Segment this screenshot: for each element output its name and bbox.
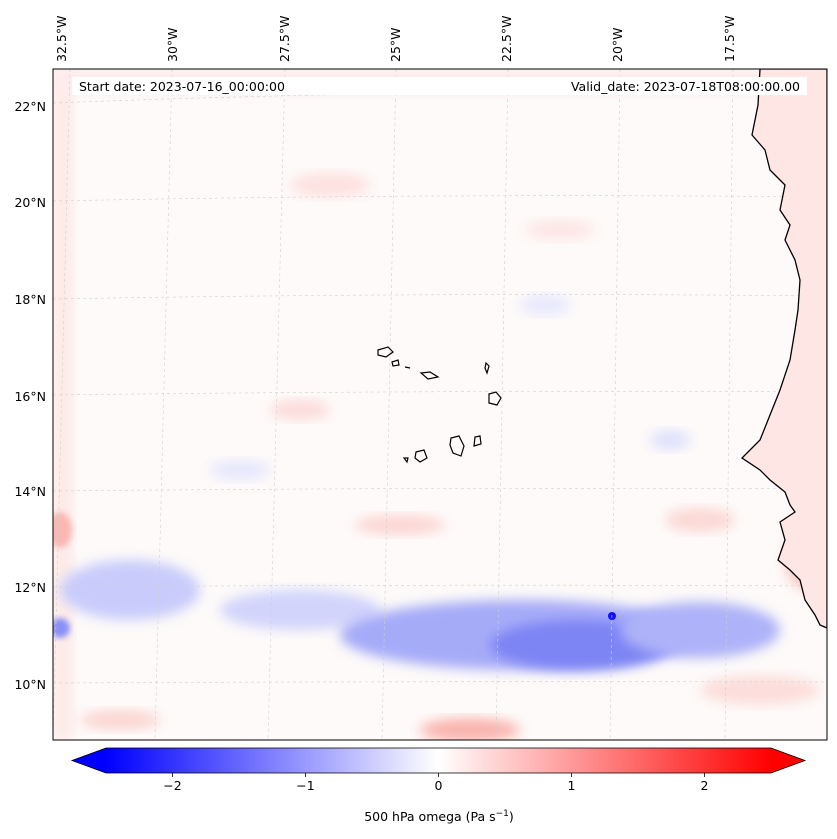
lat-label-20n: 20°N <box>14 195 46 210</box>
cape-verde-islands <box>377 346 502 464</box>
lat-label-22n: 22°N <box>14 99 46 114</box>
lat-label-16n: 16°N <box>14 389 46 404</box>
colorbar-label-prefix: 500 hPa omega (Pa s <box>364 809 495 824</box>
africa-coastline <box>740 69 827 629</box>
colorbar-tick-label: −1 <box>296 778 314 793</box>
start-date-label: Start date: 2023-07-16_00:00:00 <box>79 79 285 94</box>
lon-label-17-5w: 17.5°W <box>722 16 737 62</box>
colorbar: −2 −1 0 1 2 500 hPa omega (Pa s−1) <box>70 747 807 824</box>
colorbar-outline <box>70 747 807 774</box>
colorbar-tick-label: 1 <box>568 778 576 793</box>
colorbar-tick-label: 0 <box>435 778 443 793</box>
graticule <box>53 69 827 740</box>
colorbar-low-extend <box>72 748 106 773</box>
lon-label-25w: 25°W <box>388 27 403 62</box>
omega-field <box>53 69 827 740</box>
lat-label-18n: 18°N <box>14 292 46 307</box>
lon-label-20w: 20°W <box>610 27 625 62</box>
colorbar-label-exponent: −1 <box>496 809 509 819</box>
colorbar-body <box>106 748 771 773</box>
longitude-labels: 32.5°W 30°W 27.5°W 25°W 22.5°W 20°W 17.5… <box>54 16 737 62</box>
map-frame <box>52 68 828 741</box>
lat-label-10n: 10°N <box>14 677 46 692</box>
lon-label-30w: 30°W <box>165 27 180 62</box>
lat-label-14n: 14°N <box>14 484 46 499</box>
lon-label-27-5w: 27.5°W <box>277 16 292 62</box>
colorbar-tick-label: −2 <box>163 778 181 793</box>
colorbar-label-suffix: ) <box>509 809 514 824</box>
colorbar-ticks: −2 −1 0 1 2 <box>163 773 708 793</box>
colorbar-label: 500 hPa omega (Pa s−1) <box>364 809 514 824</box>
colorbar-high-extend <box>771 748 805 773</box>
valid-date-label: Valid_date: 2023-07-18T08:00:00.00 <box>571 79 800 94</box>
colorbar-tick-label: 2 <box>701 778 709 793</box>
lat-label-12n: 12°N <box>14 580 46 595</box>
lon-label-22-5w: 22.5°W <box>499 16 514 62</box>
latitude-labels: 22°N 20°N 18°N 16°N 14°N 12°N 10°N <box>14 99 46 692</box>
annotation-strip <box>72 77 807 95</box>
lon-label-32-5w: 32.5°W <box>54 16 69 62</box>
